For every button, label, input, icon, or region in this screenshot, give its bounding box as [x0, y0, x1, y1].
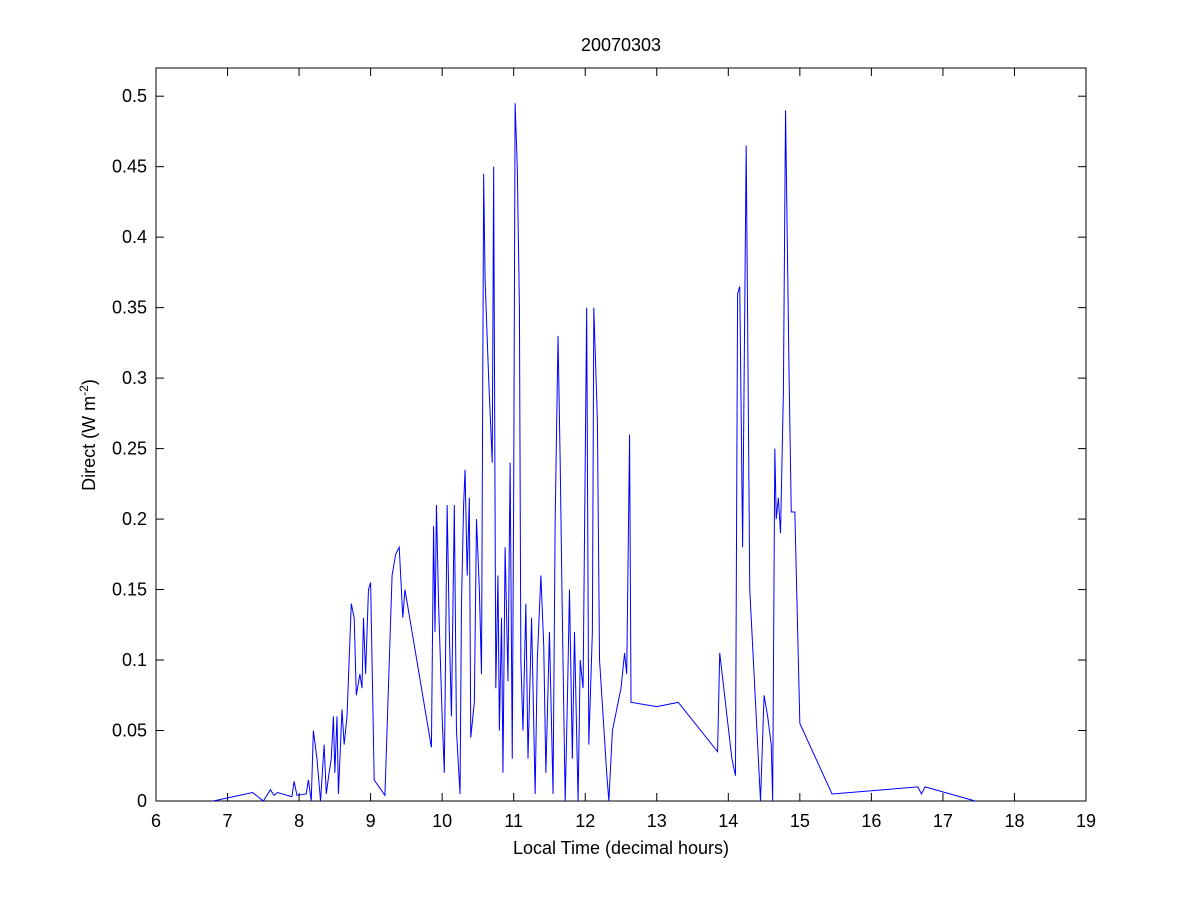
y-tick-label: 0.05: [112, 721, 147, 741]
x-tick-label: 17: [933, 811, 953, 831]
x-tick-label: 15: [790, 811, 810, 831]
y-tick-label: 0: [137, 791, 147, 811]
y-tick-label: 0.5: [122, 86, 147, 106]
y-tick-label: 0.25: [112, 439, 147, 459]
x-tick-label: 14: [718, 811, 738, 831]
y-axis-label: Direct (W m-2): [77, 379, 99, 491]
y-axis-label-text: Direct (W m: [79, 396, 99, 491]
y-tick-label: 0.2: [122, 509, 147, 529]
x-tick-label: 8: [294, 811, 304, 831]
y-tick-label: 0.1: [122, 650, 147, 670]
x-tick-label: 12: [575, 811, 595, 831]
plot-frame: [155, 67, 1087, 802]
x-tick-label: 9: [366, 811, 376, 831]
x-tick-label: 13: [647, 811, 667, 831]
y-tick-label: 0.3: [122, 368, 147, 388]
y-tick-label: 0.35: [112, 298, 147, 318]
x-tick-label: 18: [1004, 811, 1024, 831]
y-axis-label-sup: -2: [77, 385, 91, 396]
y-tick-label: 0.15: [112, 580, 147, 600]
x-tick-label: 7: [223, 811, 233, 831]
x-tick-label: 10: [432, 811, 452, 831]
x-tick-label: 16: [861, 811, 881, 831]
x-axis-label: Local Time (decimal hours): [513, 838, 729, 858]
data-line: [213, 103, 976, 802]
x-tick-label: 11: [504, 811, 523, 831]
x-tick-label: 19: [1076, 811, 1096, 831]
y-tick-label: 0.4: [122, 227, 147, 247]
y-tick-label: 0.45: [112, 157, 147, 177]
y-axis-label-end: ): [79, 379, 99, 385]
x-tick-label: 6: [151, 811, 161, 831]
chart-title: 20070303: [581, 35, 661, 55]
